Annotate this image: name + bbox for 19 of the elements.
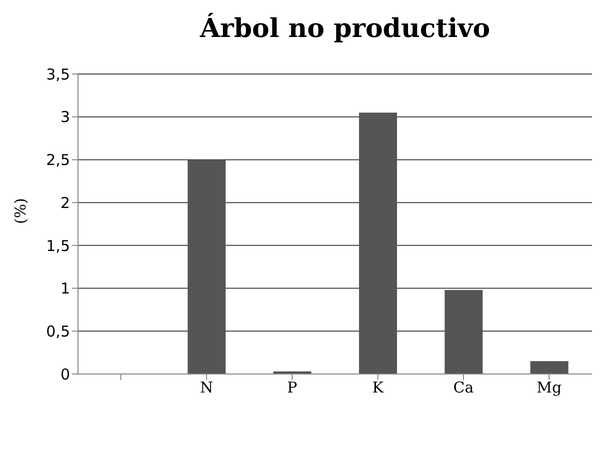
bar — [530, 361, 568, 374]
bar — [188, 160, 226, 374]
x-tick-label: Mg — [536, 378, 562, 397]
y-tick-label: 1,5 — [46, 236, 70, 255]
y-tick-label: 3,5 — [46, 65, 70, 84]
y-axis-title: (%) — [11, 198, 30, 224]
y-tick-label: 3 — [60, 108, 70, 126]
y-tick-label: 2 — [60, 194, 70, 212]
y-tick-label: 1 — [60, 280, 70, 298]
x-tick-label: P — [287, 378, 298, 397]
bar — [359, 112, 397, 374]
x-tick-label: Ca — [453, 378, 474, 397]
x-tick-label: K — [372, 378, 384, 397]
chart-title: Árbol no productivo — [198, 14, 492, 44]
bar — [444, 290, 483, 374]
y-tick-label: 2,5 — [46, 151, 70, 170]
y-tick-label: 0,5 — [46, 322, 70, 340]
y-tick-label: 0 — [60, 365, 70, 384]
x-tick-label: N — [200, 378, 214, 397]
